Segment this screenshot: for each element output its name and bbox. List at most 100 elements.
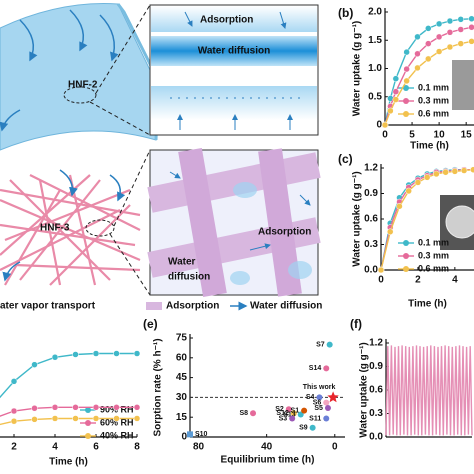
- y-axis-label: Sorption rate (% h⁻¹): [153, 338, 164, 436]
- data-point: [297, 411, 304, 418]
- legend-marker: [403, 111, 409, 117]
- data-point: [323, 399, 330, 406]
- box1: [149, 4, 319, 136]
- data-point: [403, 48, 410, 56]
- x-axis-label: Time (h): [408, 299, 447, 310]
- box2: [147, 147, 321, 298]
- data-point: [468, 15, 474, 23]
- point-label: S8: [239, 410, 248, 417]
- x-tick-label: 10: [434, 130, 446, 141]
- box2-diffusion: diffusion: [168, 272, 210, 283]
- data-point: [387, 107, 394, 115]
- data-point: [10, 378, 18, 385]
- data-point: [92, 415, 100, 422]
- legend-label: 0.3 mm: [418, 95, 449, 105]
- data-point: [92, 350, 100, 357]
- data-point: [324, 404, 331, 411]
- y-tick-label: 0.0: [369, 432, 383, 443]
- data-point: [423, 174, 431, 181]
- point-label: S7: [316, 341, 325, 348]
- data-point: [51, 415, 59, 422]
- x-tick-label: 8: [134, 442, 140, 453]
- data-point: [10, 417, 18, 425]
- data-point: [377, 266, 385, 274]
- hnf3-label: HNF-3: [40, 223, 70, 234]
- y-tick-label: 0: [376, 120, 382, 131]
- point-label: S4: [306, 394, 315, 401]
- data-point: [457, 16, 465, 23]
- data-point: [425, 40, 432, 47]
- legend-marker: [403, 98, 409, 104]
- box1-adsorption: Adsorption: [200, 15, 253, 26]
- data-point: [133, 404, 141, 411]
- data-point: [51, 404, 59, 411]
- legend-label: 0.1 mm: [418, 82, 449, 92]
- legend-text: Water diffusion: [250, 301, 322, 312]
- data-point: [425, 55, 432, 63]
- y-tick-label: 1.0: [368, 63, 382, 74]
- data-point: [446, 29, 454, 36]
- box2-diffusion: Water: [168, 257, 196, 268]
- data-point: [113, 404, 120, 411]
- data-point: [403, 65, 410, 73]
- data-point: [133, 415, 141, 422]
- point-label: S5: [314, 405, 323, 412]
- data-point: [316, 394, 323, 401]
- legend-label: 0.6 mm: [418, 108, 449, 118]
- legend-label: 0.6 mm: [418, 263, 449, 273]
- hnf2-illustration: [0, 3, 160, 151]
- data-point: [425, 25, 432, 32]
- inset-photo: [452, 60, 474, 110]
- point-label: S11: [309, 415, 321, 422]
- data-point: [381, 121, 389, 129]
- data-point: [187, 431, 193, 438]
- data-point: [405, 187, 412, 195]
- data-point: [392, 88, 400, 95]
- point-label: S1: [291, 407, 300, 414]
- data-point: [290, 410, 297, 417]
- data-point: [435, 48, 443, 55]
- legend-marker: [85, 407, 91, 413]
- legend-marker: [403, 240, 409, 246]
- legend-text: ater vapor transport: [0, 301, 96, 312]
- data-point: [392, 75, 400, 82]
- box1-diffusion: Water diffusion: [198, 46, 270, 57]
- x-tick-label: 4: [452, 275, 458, 286]
- data-point: [433, 170, 440, 178]
- data-point: [309, 424, 316, 431]
- panel-label: (b): [338, 6, 353, 20]
- data-point: [31, 405, 38, 412]
- panel-label: (f): [350, 317, 362, 331]
- y-tick-label: 1.2: [364, 163, 378, 174]
- legend-marker: [403, 266, 409, 272]
- y-tick-label: 0.3: [364, 239, 378, 250]
- legend-text: Adsorption: [166, 301, 219, 312]
- data-point: [396, 203, 403, 210]
- data-point: [414, 33, 421, 41]
- x-tick-label: 15: [461, 130, 473, 141]
- y-tick-label: 0: [181, 432, 187, 443]
- data-point: [323, 365, 330, 372]
- y-axis-label: Water uptake (g g⁻¹): [359, 342, 370, 437]
- y-tick-label: 0.0: [364, 265, 378, 276]
- data-point: [386, 228, 394, 235]
- y-tick-label: 30: [176, 392, 188, 403]
- data-point: [446, 17, 454, 25]
- y-tick-label: 0.9: [369, 361, 383, 372]
- y-tick-label: 75: [176, 333, 188, 344]
- data-point: [457, 40, 465, 47]
- legend-marker: [403, 85, 409, 91]
- data-point: [113, 350, 120, 357]
- legend-marker: [85, 420, 91, 426]
- x-tick-label: 0: [332, 442, 338, 453]
- point-label: S6: [313, 400, 322, 407]
- legend-marker: [85, 433, 91, 439]
- y-tick-label: 15: [176, 412, 188, 423]
- x-tick-label: 2: [11, 442, 17, 453]
- x-tick-label: 2: [415, 275, 421, 286]
- data-point: [460, 167, 468, 174]
- data-point: [113, 415, 120, 422]
- data-point: [446, 43, 454, 51]
- data-point: [133, 350, 141, 357]
